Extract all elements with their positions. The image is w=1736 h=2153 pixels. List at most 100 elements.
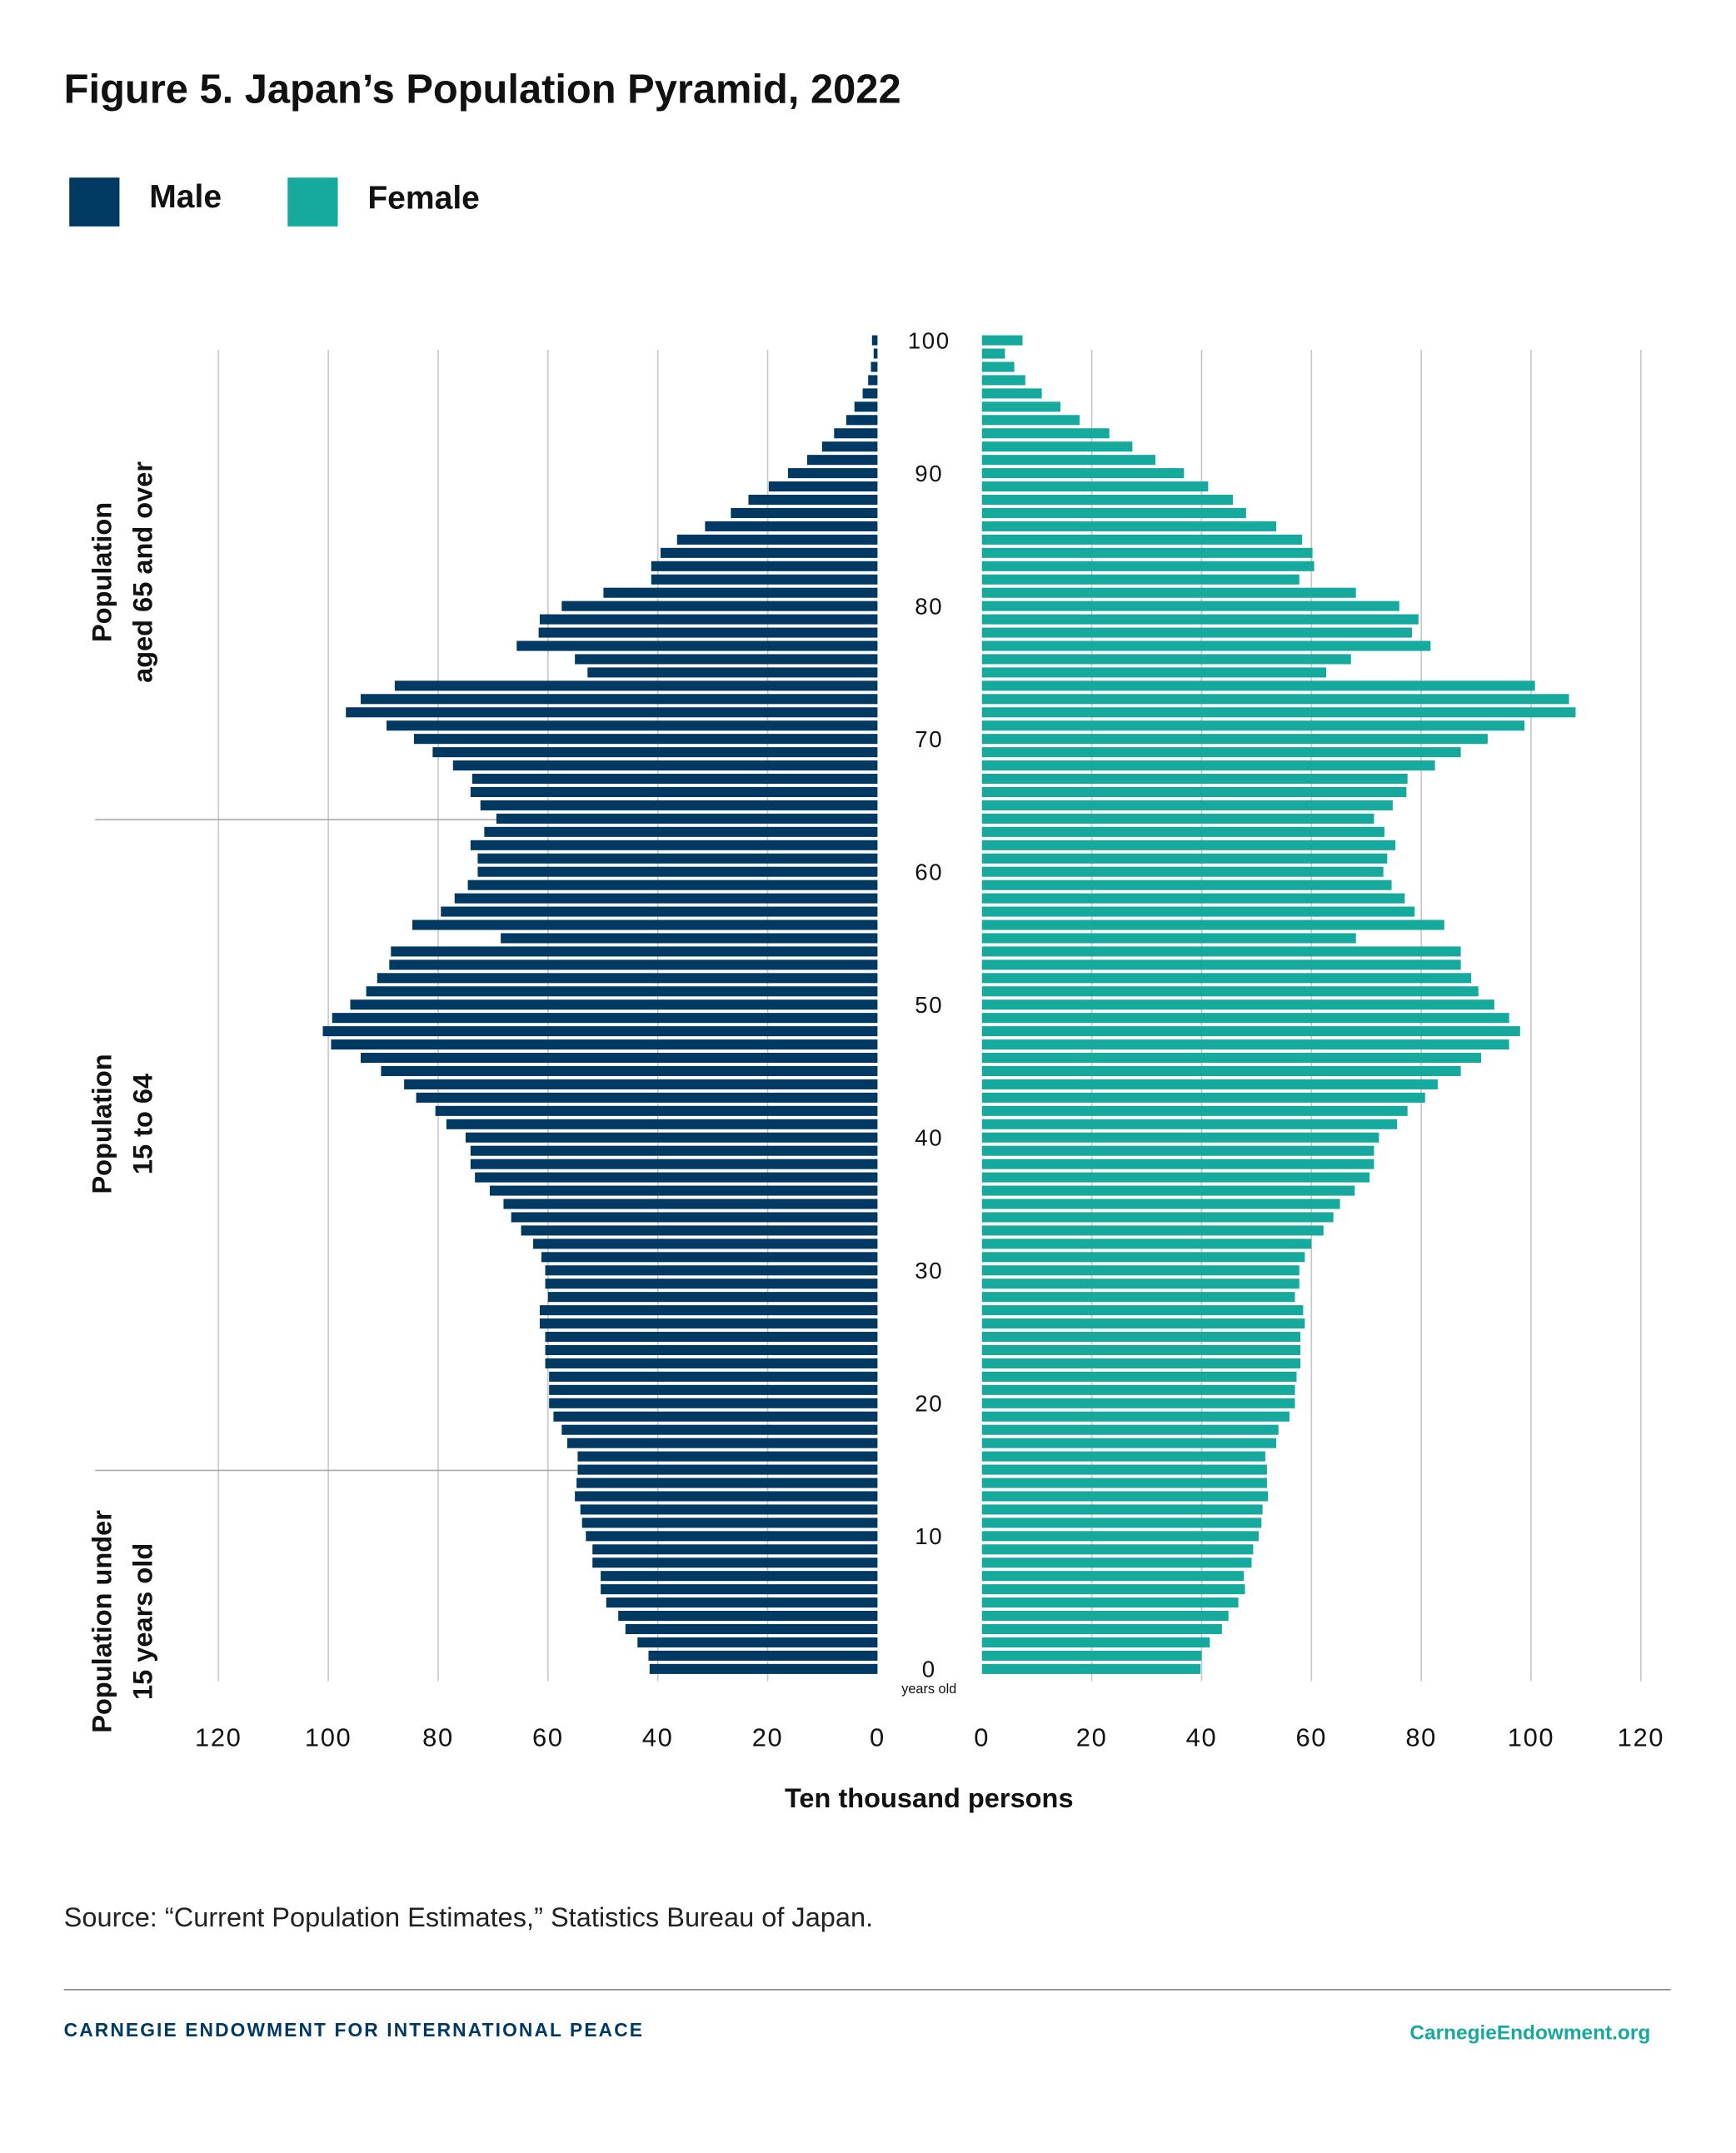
bar-female-age-100 (981, 335, 1023, 346)
bar-female-age-62 (981, 840, 1396, 850)
bar-male-age-95 (854, 401, 878, 412)
bar-female-age-20 (981, 1398, 1295, 1408)
group-label-line: Population (87, 1054, 117, 1194)
bar-female-age-10 (981, 1531, 1260, 1542)
bar-female-age-70 (981, 734, 1488, 745)
x-tick-label-male: 100 (305, 1723, 352, 1752)
group-label-line: 15 to 64 (128, 1074, 158, 1174)
bar-female-age-69 (981, 747, 1461, 758)
bar-female-age-38 (981, 1159, 1374, 1169)
bar-male-age-65 (480, 800, 878, 810)
bar-female-age-81 (981, 587, 1356, 598)
bar-male-age-68 (452, 760, 878, 771)
bar-female-age-63 (981, 826, 1384, 837)
bar-female-age-25 (981, 1332, 1301, 1343)
bar-female-age-61 (981, 853, 1388, 864)
bar-female-age-64 (981, 813, 1374, 824)
bar-female-age-27 (981, 1305, 1304, 1316)
bar-male-age-16 (577, 1451, 878, 1462)
bar-female-age-53 (981, 959, 1461, 970)
bar-male-age-26 (539, 1318, 878, 1329)
bar-female-age-91 (981, 455, 1156, 466)
x-tick-label-male: 120 (195, 1723, 242, 1752)
bar-male-age-94 (846, 415, 878, 426)
bar-male-age-24 (545, 1344, 878, 1356)
bar-male-age-70 (413, 734, 878, 745)
bar-male-age-35 (503, 1199, 878, 1209)
bar-male-age-79 (539, 614, 878, 625)
group-label-over65: Population aged 65 and over (87, 461, 158, 683)
bar-female-age-19 (981, 1411, 1290, 1422)
bar-female-age-22 (981, 1371, 1297, 1382)
bar-male-age-4 (618, 1611, 878, 1622)
age-tick-label: 20 (915, 1391, 943, 1417)
x-tick-label-female: 100 (1508, 1723, 1554, 1752)
bar-male-age-81 (603, 587, 878, 598)
bar-male-age-22 (549, 1371, 878, 1382)
x-axis-ticks: 120 100 80 60 40 20 0 0 20 40 60 80 100 120 (195, 1723, 1663, 1752)
age-tick-label: 30 (915, 1258, 943, 1283)
bar-male-age-69 (432, 747, 878, 758)
bar-female-age-29 (981, 1278, 1300, 1289)
bar-female-age-82 (981, 574, 1300, 585)
bar-female-age-87 (981, 507, 1246, 518)
bar-female-age-66 (981, 786, 1407, 798)
bar-male-age-60 (477, 866, 878, 877)
bar-female-age-32 (981, 1238, 1312, 1249)
bar-female-age-15 (981, 1464, 1267, 1475)
bar-male-age-62 (470, 840, 878, 850)
bar-female-age-28 (981, 1292, 1295, 1303)
legend-label-male: Male (149, 179, 222, 215)
group-label-line: 15 years old (128, 1543, 158, 1700)
bar-male-age-63 (484, 826, 878, 837)
bar-male-age-98 (870, 361, 878, 372)
bar-male-age-39 (470, 1145, 878, 1156)
x-tick-label-female: 80 (1405, 1723, 1437, 1752)
bars (322, 335, 1576, 1674)
bar-female-age-92 (981, 441, 1133, 452)
bar-female-age-12 (981, 1504, 1263, 1515)
bar-male-age-31 (541, 1252, 878, 1263)
bar-male-age-8 (592, 1557, 878, 1568)
bar-male-age-84 (660, 547, 878, 558)
bar-male-age-50 (350, 999, 878, 1010)
bar-male-age-86 (705, 521, 878, 531)
age-tick-label: 70 (915, 726, 943, 752)
bar-male-age-46 (361, 1053, 878, 1064)
age-tick-label: 0 (922, 1657, 936, 1682)
bar-male-age-67 (471, 774, 878, 785)
bar-female-age-71 (981, 720, 1525, 731)
legend: Male Female (69, 177, 480, 227)
bar-male-age-90 (787, 468, 878, 479)
bar-female-age-35 (981, 1199, 1340, 1209)
source-note: Source: “Current Population Estimates,” … (64, 1902, 873, 1932)
bar-female-age-85 (981, 534, 1303, 545)
bar-female-age-5 (981, 1597, 1239, 1608)
age-unit-label: years old (901, 1682, 956, 1697)
bar-male-age-54 (391, 946, 878, 957)
bar-male-age-47 (331, 1039, 878, 1050)
bar-female-age-77 (981, 640, 1431, 651)
bar-male-age-73 (361, 694, 878, 705)
bar-female-age-36 (981, 1185, 1355, 1196)
footer-url[interactable]: CarnegieEndowment.org (1409, 2021, 1650, 2044)
bar-female-age-99 (981, 348, 1005, 359)
bar-male-age-97 (868, 375, 878, 386)
bar-male-age-38 (470, 1159, 878, 1169)
bar-male-age-71 (387, 720, 878, 731)
bar-female-age-57 (981, 906, 1415, 917)
bar-male-age-55 (501, 933, 878, 944)
group-label-line: Population (87, 502, 117, 642)
bar-male-age-57 (441, 906, 878, 917)
bar-female-age-49 (981, 1013, 1509, 1024)
bar-male-age-91 (807, 455, 878, 466)
bar-male-age-56 (412, 920, 878, 930)
bar-male-age-93 (834, 428, 878, 439)
age-tick-label: 40 (915, 1125, 943, 1151)
bar-male-age-49 (332, 1013, 878, 1024)
bar-male-age-66 (470, 786, 878, 798)
x-tick-label-male: 60 (532, 1723, 564, 1752)
bar-male-age-85 (676, 534, 878, 545)
bar-male-age-43 (416, 1092, 878, 1103)
bar-male-age-12 (580, 1504, 878, 1515)
